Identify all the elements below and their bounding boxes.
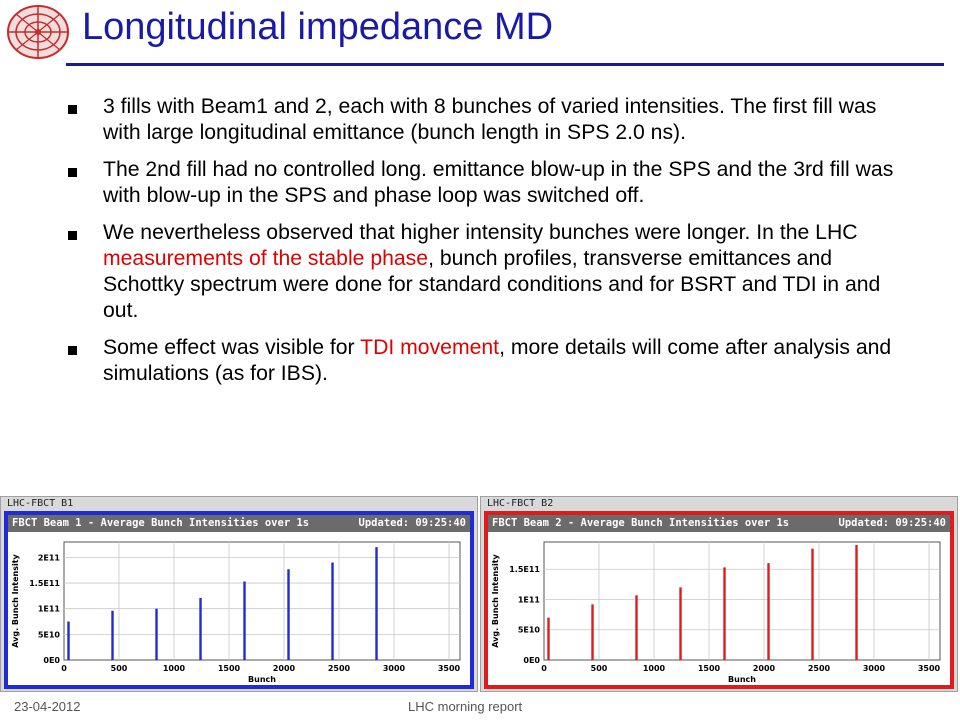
highlighted-text: measurements of the stable phase bbox=[103, 247, 429, 270]
x-axis-label: Bunch bbox=[728, 675, 756, 684]
y-tick-label: 5E10 bbox=[38, 630, 61, 639]
chart-frame-b2: FBCT Beam 2 - Average Bunch Intensities … bbox=[484, 511, 954, 689]
y-tick-label: 5E10 bbox=[518, 626, 541, 635]
bullet-text: Some effect was visible for bbox=[103, 336, 361, 359]
bullet-text: 3 fills with Beam1 and 2, each with 8 bu… bbox=[103, 95, 877, 144]
bullet-text: , more details will come after analysis … bbox=[103, 336, 892, 385]
x-tick-label: 3500 bbox=[438, 664, 461, 673]
x-tick-label: 500 bbox=[111, 664, 128, 673]
chart-title-b2: FBCT Beam 2 - Average Bunch Intensities … bbox=[492, 517, 790, 529]
x-tick-label: 3500 bbox=[918, 664, 941, 673]
x-tick-label: 3000 bbox=[383, 664, 406, 673]
bullet-square-icon bbox=[68, 168, 77, 177]
x-tick-label: 2000 bbox=[273, 664, 296, 673]
x-tick-label: 2000 bbox=[753, 664, 776, 673]
window-title-b2: LHC-FBCT B2 bbox=[487, 498, 554, 509]
plot-area bbox=[543, 541, 941, 661]
bullet-item: The 2nd fill had no controlled long. emi… bbox=[66, 157, 896, 209]
bullet-item: 3 fills with Beam1 and 2, each with 8 bu… bbox=[66, 94, 896, 146]
footer-title: LHC morning report bbox=[408, 699, 523, 714]
bullet-text: The 2nd fill had no controlled long. emi… bbox=[103, 158, 894, 207]
bullet-item: Some effect was visible for TDI movement… bbox=[66, 335, 896, 387]
bullet-text: , bunch profiles, transverse emittances … bbox=[103, 247, 881, 322]
y-tick-label: 0E0 bbox=[43, 656, 60, 665]
y-tick-label: 1.5E11 bbox=[509, 565, 540, 574]
chart-frame-b1: FBCT Beam 1 - Average Bunch Intensities … bbox=[4, 511, 474, 689]
plot-area bbox=[63, 541, 461, 661]
x-tick-label: 0 bbox=[61, 664, 67, 673]
x-tick-label: 1000 bbox=[643, 664, 666, 673]
bullet-square-icon bbox=[68, 105, 77, 114]
x-tick-label: 3000 bbox=[863, 664, 886, 673]
x-tick-label: 1000 bbox=[163, 664, 186, 673]
chart-header-b2: FBCT Beam 2 - Average Bunch Intensities … bbox=[488, 515, 950, 532]
updated-time-b1: Updated: 09:25:40 bbox=[358, 517, 466, 529]
fbct-b2-window: LHC-FBCT B2 FBCT Beam 2 - Average Bunch … bbox=[480, 496, 958, 692]
slide-title: Longitudinal impedance MD bbox=[82, 6, 554, 48]
y-tick-label: 1.5E11 bbox=[29, 579, 60, 588]
lhc-logo bbox=[7, 5, 69, 59]
x-tick-label: 0 bbox=[541, 664, 547, 673]
updated-time-b2: Updated: 09:25:40 bbox=[838, 517, 946, 529]
bunch-intensity-chart-b1: 0 500 1000 1500 2000 2500 3000 3500 0E0 5E10 1E11 1… bbox=[11, 541, 461, 684]
chart-title-b1: FBCT Beam 1 - Average Bunch Intensities … bbox=[12, 517, 310, 529]
x-tick-label: 500 bbox=[591, 664, 608, 673]
bullet-square-icon bbox=[68, 346, 77, 355]
bullet-square-icon bbox=[68, 231, 77, 240]
x-tick-label: 2500 bbox=[328, 664, 351, 673]
x-tick-label: 1500 bbox=[218, 664, 241, 673]
y-tick-label: 2E11 bbox=[38, 553, 61, 562]
bunch-intensity-chart-b2: 0 500 1000 1500 2000 2500 3000 3500 0E0 5E10 1E11 1… bbox=[491, 541, 941, 684]
x-tick-label: 1500 bbox=[698, 664, 721, 673]
y-tick-label: 1E11 bbox=[38, 605, 61, 614]
title-underline bbox=[66, 63, 944, 66]
bullet-text: We nevertheless observed that higher int… bbox=[103, 221, 858, 244]
highlighted-text: TDI movement bbox=[360, 336, 500, 359]
bullet-list: 3 fills with Beam1 and 2, each with 8 bu… bbox=[66, 94, 896, 398]
y-tick-label: 0E0 bbox=[523, 656, 540, 665]
fbct-b1-window: LHC-FBCT B1 FBCT Beam 1 - Average Bunch … bbox=[0, 496, 478, 692]
y-tick-label: 1E11 bbox=[518, 595, 541, 604]
x-tick-label: 2500 bbox=[808, 664, 831, 673]
footer-date: 23-04-2012 bbox=[14, 699, 81, 714]
window-title-b1: LHC-FBCT B1 bbox=[7, 498, 74, 509]
bullet-item: We nevertheless observed that higher int… bbox=[66, 220, 896, 324]
y-axis-label: Avg. Bunch Intensity bbox=[491, 553, 500, 647]
x-axis-label: Bunch bbox=[248, 675, 276, 684]
y-axis-label: Avg. Bunch Intensity bbox=[11, 553, 20, 647]
chart-header-b1: FBCT Beam 1 - Average Bunch Intensities … bbox=[8, 515, 470, 532]
